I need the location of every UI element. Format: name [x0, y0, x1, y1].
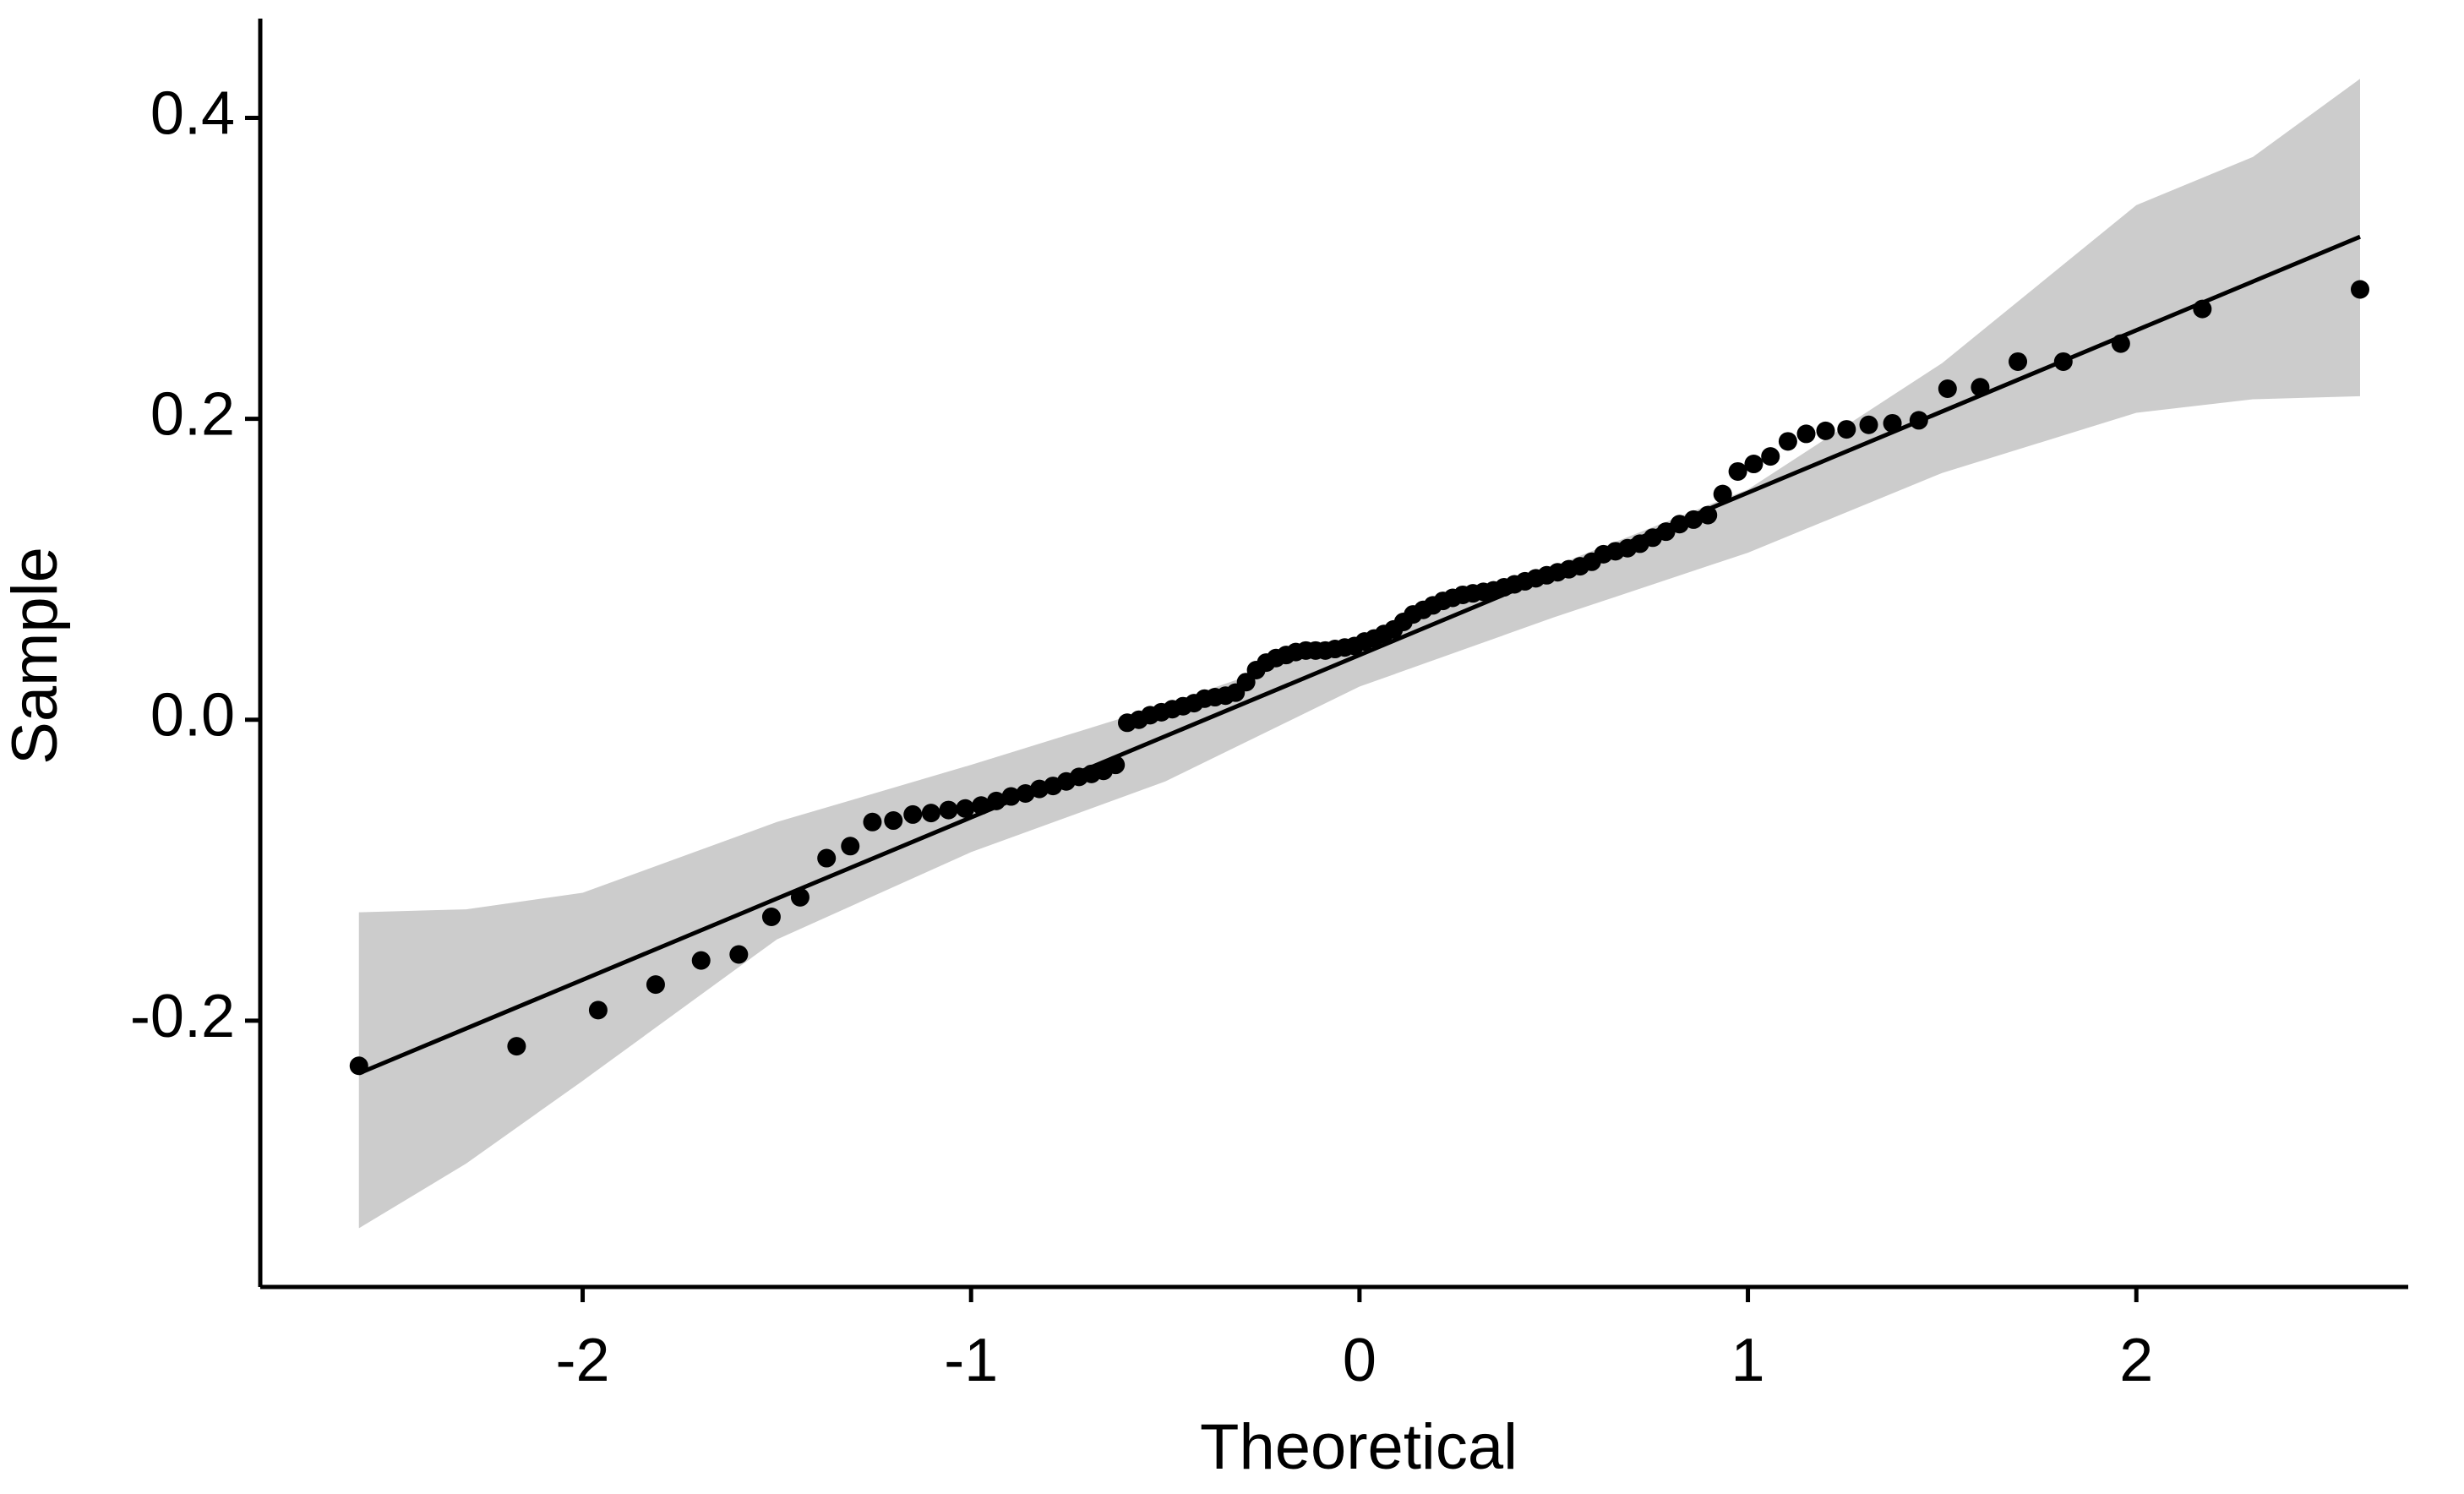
point: [1001, 787, 1021, 806]
point: [817, 848, 837, 868]
point: [2351, 280, 2370, 299]
x-axis-title: Theoretical: [1200, 1411, 1518, 1483]
reference-line: [357, 234, 2361, 1076]
x-tick-label: 0: [1343, 1327, 1376, 1394]
point: [987, 791, 1006, 810]
point: [1016, 783, 1035, 803]
point: [646, 975, 665, 995]
y-tick-label: -0.2: [130, 983, 235, 1050]
point: [1670, 515, 1689, 534]
point: [972, 796, 991, 815]
x-tick-label: 2: [2119, 1327, 2153, 1394]
y-tick-label: 0.0: [150, 682, 235, 750]
point: [939, 800, 958, 820]
x-tick-label: -2: [556, 1327, 610, 1394]
point: [956, 799, 975, 818]
point: [884, 811, 903, 831]
point: [1938, 379, 1957, 399]
point: [2111, 334, 2130, 353]
point: [691, 951, 711, 970]
point: [1656, 522, 1676, 542]
point: [1728, 461, 1747, 481]
point: [2009, 352, 2028, 371]
point: [1684, 510, 1704, 529]
point: [1837, 420, 1856, 439]
point: [2053, 352, 2073, 371]
y-tick-label: 0.4: [150, 80, 235, 148]
point: [1761, 447, 1780, 466]
y-axis-title: Sample: [0, 547, 71, 765]
point: [1698, 505, 1718, 525]
y-tick-label: 0.2: [150, 381, 235, 449]
point: [1816, 421, 1835, 440]
point: [1909, 411, 1928, 430]
x-tick-label: -1: [944, 1327, 998, 1394]
point: [1859, 415, 1878, 434]
point: [1778, 432, 1797, 451]
point: [1106, 755, 1126, 775]
point: [841, 837, 860, 856]
point: [761, 907, 781, 926]
point: [1796, 424, 1816, 444]
point: [790, 887, 810, 907]
point: [1971, 378, 1990, 397]
point: [1744, 455, 1764, 474]
point: [1883, 413, 1902, 433]
point: [1713, 484, 1732, 504]
point: [863, 812, 882, 832]
point: [2193, 299, 2212, 319]
point: [349, 1056, 368, 1076]
point: [729, 945, 749, 964]
point: [921, 804, 940, 823]
point: [903, 804, 923, 824]
point: [588, 1001, 608, 1020]
point: [507, 1037, 526, 1056]
x-tick-label: 1: [1731, 1327, 1765, 1394]
